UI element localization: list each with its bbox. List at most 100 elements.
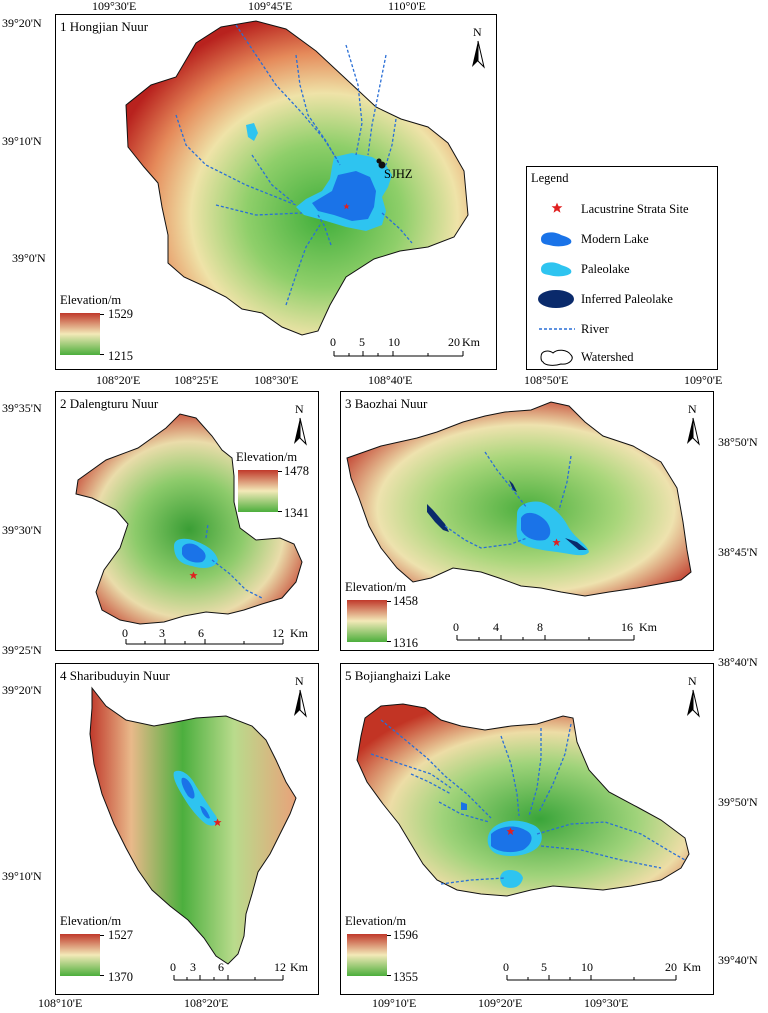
map-canvas <box>125 20 469 336</box>
legend-item-paleolake: Paleolake <box>527 259 719 279</box>
watershed-5 <box>356 703 690 897</box>
p5-bottom-tick-3: 109°30'E <box>584 996 629 1010</box>
scale-bar: 0 3 6 12 Km <box>122 626 308 645</box>
map-canvas <box>89 686 297 965</box>
watershed-2 <box>75 413 303 625</box>
north-arrow: N <box>290 402 310 446</box>
modern-lake-5c <box>461 802 467 810</box>
watershed-1 <box>125 20 469 336</box>
p4-left-tick-1: 39°20'N <box>2 683 42 697</box>
map-panel-4: 4 Sharibuduyin Nuur N Elevation/m 1527 1… <box>55 663 319 995</box>
north-arrow: N <box>683 674 703 718</box>
p3-top-tick-3: 109°0'E <box>684 373 723 387</box>
p3-right-tick-2: 38°45'N <box>718 545 758 559</box>
p5-bottom-tick-2: 109°20'E <box>478 996 523 1010</box>
p3-right-tick-3: 38°40'N <box>718 655 758 669</box>
map-canvas <box>75 413 303 625</box>
watershed-3 <box>346 401 692 597</box>
p5-bottom-tick-1: 109°10'E <box>372 996 417 1010</box>
modern-lake-icon <box>541 232 572 247</box>
elevation-legend: Elevation/m 1529 1215 <box>58 293 168 368</box>
sjhz-label: SJHZ <box>384 167 413 181</box>
elevation-title: Elevation/m <box>60 293 122 307</box>
elevation-title: Elevation/m <box>345 580 407 594</box>
p3-top-tick-1: 108°40'E <box>368 373 413 387</box>
p3-top-tick-2: 108°50'E <box>524 373 569 387</box>
p4-bottom-tick-2: 108°20'E <box>184 996 229 1010</box>
legend-item-watershed: Watershed <box>527 347 719 367</box>
p2-left-tick-2: 39°30'N <box>2 523 42 537</box>
p5-right-tick-1: 39°50'N <box>718 795 758 809</box>
inferred-paleolake-3c <box>565 538 587 550</box>
inferred-paleolake-icon <box>538 290 574 308</box>
elevation-colorbar <box>60 934 100 976</box>
watershed-4 <box>89 686 297 965</box>
map-panel-1: 1 Hongjian Nuur SJHZ N Elevation/m <box>55 14 497 370</box>
p2-top-tick-2: 108°25'E <box>174 373 219 387</box>
elevation-title: Elevation/m <box>236 450 298 464</box>
rivers-3 <box>444 451 572 549</box>
legend-title: Legend <box>531 171 569 185</box>
rivers-5 <box>370 719 686 885</box>
elevation-max: 1527 <box>108 928 133 942</box>
elevation-legend: Elevation/m 1527 1370 <box>58 914 168 989</box>
top-tick-3: 110°0'E <box>388 0 426 13</box>
scale-bar: 0 5 10 20 Km <box>503 960 701 981</box>
north-arrow: N <box>468 25 488 69</box>
north-arrow: N <box>290 674 310 718</box>
left-tick-3: 39°0'N <box>12 251 46 265</box>
elevation-min: 1341 <box>284 506 309 520</box>
p2-left-tick-3: 39°25'N <box>2 643 42 657</box>
modern-lake-3 <box>521 512 551 541</box>
modern-lake-1 <box>312 171 376 221</box>
rivers-1 <box>175 24 413 306</box>
paleolake-5b <box>500 870 523 888</box>
p4-bottom-tick-1: 108°10'E <box>38 996 83 1010</box>
map-panel-3: 3 Baozhai Nuur N Elevation/m 1458 1316 0… <box>340 391 714 651</box>
elevation-title: Elevation/m <box>345 914 407 928</box>
scale-bar: 0 5 10 20 Km <box>330 335 480 357</box>
elevation-colorbar <box>347 600 387 642</box>
map-canvas <box>346 401 692 597</box>
p3-right-tick-1: 38°50'N <box>718 435 758 449</box>
map-canvas <box>356 703 690 897</box>
top-tick-2: 109°45'E <box>248 0 293 13</box>
elevation-colorbar <box>238 470 278 512</box>
elevation-legend: Elevation/m 1458 1316 <box>343 580 453 655</box>
top-tick-1: 109°30'E <box>92 0 137 13</box>
panel-title: 4 Sharibuduyin Nuur <box>60 668 170 683</box>
left-tick-2: 39°10'N <box>2 134 42 148</box>
inferred-paleolake-3a <box>427 504 449 532</box>
elevation-max: 1458 <box>393 594 418 608</box>
p5-right-tick-2: 39°40'N <box>718 953 758 967</box>
elevation-legend: Elevation/m 1596 1355 <box>343 914 453 989</box>
elevation-min: 1215 <box>108 349 133 363</box>
map-panel-5: 5 Bojianghaizi Lake N Elevation/m 1596 <box>340 663 714 995</box>
p4-left-tick-2: 39°10'N <box>2 869 42 883</box>
paleolake-icon <box>541 262 572 277</box>
legend-item-modern-lake: Modern Lake <box>527 229 719 249</box>
legend-item-inferred-paleolake: Inferred Paleolake <box>527 289 719 309</box>
panel-title: 5 Bojianghaizi Lake <box>345 668 451 683</box>
elevation-max: 1478 <box>284 464 309 478</box>
rivers-2 <box>205 523 263 599</box>
watershed-icon <box>540 349 573 366</box>
north-arrow: N <box>683 402 703 446</box>
sjhz-marker <box>378 161 386 169</box>
modern-lake-4 <box>181 777 195 799</box>
map-panel-2: 2 Dalengturu Nuur N Elevation/m 1478 134… <box>55 391 319 651</box>
map-legend: Legend Lacustrine Strata Site Modern Lak… <box>526 166 718 370</box>
modern-lake-2 <box>182 543 206 563</box>
elevation-title: Elevation/m <box>60 914 122 928</box>
elevation-min: 1370 <box>108 970 133 984</box>
elevation-legend: Elevation/m 1478 1341 <box>234 450 318 525</box>
legend-item-site: Lacustrine Strata Site <box>527 199 719 219</box>
elevation-max: 1596 <box>393 928 418 942</box>
paleolake-1b <box>246 123 258 141</box>
elevation-colorbar <box>60 313 100 355</box>
elevation-min: 1316 <box>393 636 418 650</box>
elevation-min: 1355 <box>393 970 418 984</box>
scale-bar: 0 3 6 12 Km <box>170 960 308 981</box>
left-tick-1: 39°20'N <box>2 16 42 30</box>
p2-top-tick-1: 108°20'E <box>96 373 141 387</box>
